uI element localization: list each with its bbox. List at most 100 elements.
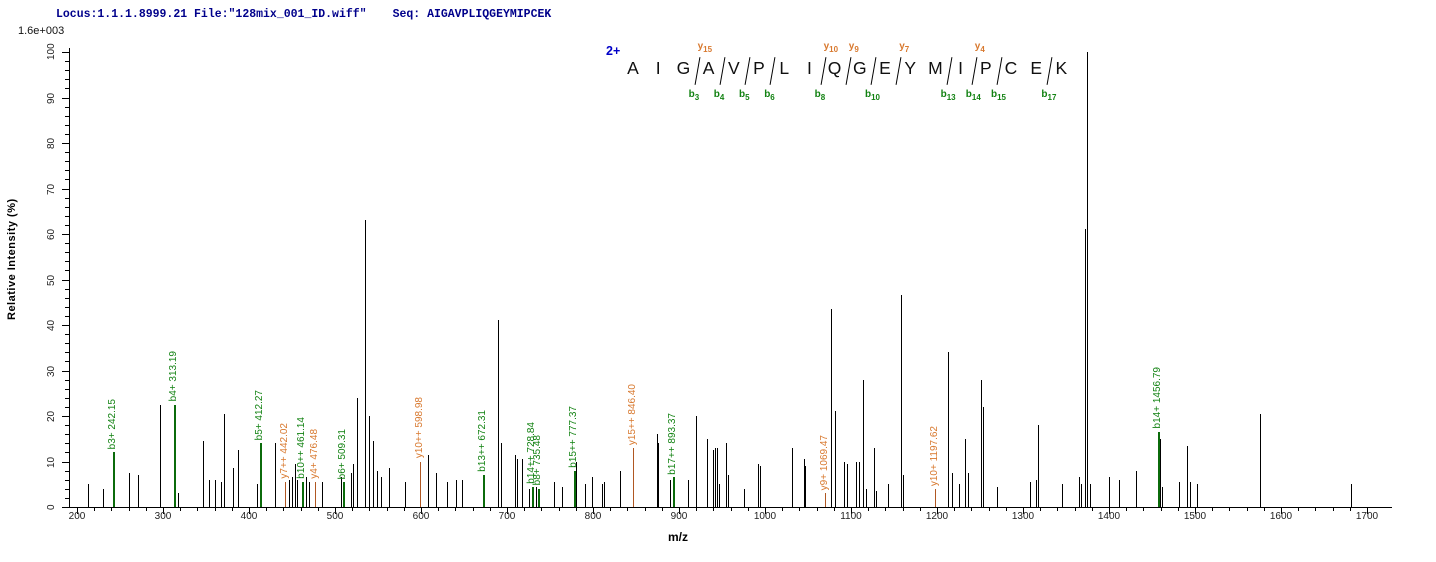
y-ion-peak-label: y10++ 598.98 <box>414 397 426 459</box>
peak-line <box>887 484 889 507</box>
y-ion-peak <box>824 493 826 507</box>
y-ion-annotation: y7 <box>899 41 910 54</box>
y-minor-tick <box>65 288 69 290</box>
x-minor-tick <box>747 507 749 511</box>
x-tick-label: 1400 <box>1097 511 1121 522</box>
y-ion-peak-label: y9+ 1069.47 <box>818 435 830 491</box>
y-minor-tick <box>65 224 69 226</box>
x-major-tick <box>249 507 250 514</box>
b-ion-peak-label: b15++ 777.37 <box>567 405 579 468</box>
locus-file-label: Locus:1.1.1.8999.21 File:"128mix_001_ID.… <box>56 8 367 21</box>
peak-line <box>1109 477 1110 507</box>
b-ion-peak-label: b10++ 461.14 <box>295 417 307 479</box>
y-axis-line <box>69 48 70 508</box>
x-tick-label: 1100 <box>840 511 862 522</box>
residue-letter: P <box>979 58 992 78</box>
peak-line <box>237 450 239 507</box>
peak-line <box>562 486 564 507</box>
peak-line <box>1086 52 1088 507</box>
x-minor-tick <box>1229 507 1231 511</box>
peak-line <box>791 447 793 507</box>
y-major-tick <box>62 279 69 281</box>
y-ion-annotation: y4 <box>974 41 985 54</box>
residue-letter: I <box>655 58 661 78</box>
x-major-tick <box>1281 507 1282 514</box>
peak-line <box>718 484 720 507</box>
y-minor-tick <box>65 206 69 208</box>
b-ion-annotation: b3 <box>688 89 700 102</box>
y-minor-tick <box>65 488 69 490</box>
x-minor-tick <box>1074 507 1076 511</box>
peak-line <box>844 461 846 507</box>
peak-line <box>856 461 858 507</box>
peak-line <box>514 454 516 507</box>
peak-line <box>209 479 211 507</box>
peak-line <box>224 413 226 507</box>
residue-letter: A <box>627 58 639 78</box>
peak-line <box>522 459 524 507</box>
peak-line <box>305 477 307 507</box>
y-minor-tick <box>65 252 69 254</box>
peak-line <box>1187 445 1189 507</box>
x-tick-label: 1200 <box>925 511 949 522</box>
y-major-tick <box>62 188 69 190</box>
x-major-tick <box>851 507 852 514</box>
residue-letter: Q <box>827 58 842 78</box>
x-minor-tick <box>145 507 147 511</box>
residue-letter: L <box>779 58 790 78</box>
y-ion-peak-label: y10+ 1197.62 <box>928 425 940 486</box>
x-minor-tick <box>816 507 818 511</box>
peak-line <box>874 447 876 507</box>
b-ion-annotation: b6 <box>764 89 775 102</box>
x-major-tick <box>679 507 680 514</box>
y-tick-label: 90 <box>46 91 57 104</box>
x-tick-label: 800 <box>584 511 602 522</box>
y-tick-label: 40 <box>46 319 57 331</box>
y-minor-tick <box>65 133 69 135</box>
residue-letter: C <box>1004 58 1018 78</box>
peak-line <box>726 443 728 507</box>
peak-line <box>1259 413 1261 507</box>
peak-line <box>1135 470 1137 507</box>
spectrum-header: Locus:1.1.1.8999.21 File:"128mix_001_ID.… <box>56 8 551 21</box>
peak-line <box>715 447 717 507</box>
x-minor-tick <box>1057 507 1059 511</box>
b-ion-annotation: b15 <box>991 89 1007 102</box>
peak-line <box>1350 484 1352 507</box>
peak-line <box>670 479 672 507</box>
y-axis-title: Relative Intensity (%) <box>6 198 18 320</box>
y-ion-annotation: y15 <box>697 41 713 54</box>
residue-letter: G <box>852 58 867 78</box>
x-minor-tick <box>971 507 973 511</box>
peak-line <box>1029 481 1031 507</box>
residue-letter: E <box>1030 58 1043 78</box>
b-ion-annotation: b4 <box>713 89 725 102</box>
x-minor-tick <box>558 507 560 511</box>
x-minor-tick <box>782 507 784 511</box>
x-minor-tick <box>1126 507 1128 511</box>
peak-line <box>1189 481 1191 507</box>
y-ion-annotation: y9 <box>848 41 859 54</box>
residue-letter: M <box>928 58 943 78</box>
peak-line <box>357 397 359 507</box>
x-minor-tick <box>1332 507 1334 511</box>
y-major-tick <box>62 416 69 417</box>
x-minor-tick <box>799 507 801 511</box>
y-minor-tick <box>65 388 69 390</box>
x-major-tick <box>1195 507 1196 514</box>
x-minor-tick <box>730 507 732 511</box>
peak-line <box>389 468 391 507</box>
peak-line <box>446 481 448 507</box>
x-major-tick <box>421 507 422 514</box>
peak-line <box>858 461 860 507</box>
y-major-tick <box>62 97 69 99</box>
y-minor-tick <box>65 352 69 354</box>
x-tick-label: 1500 <box>1183 511 1207 522</box>
y-ion-peak <box>632 447 634 507</box>
peak-line <box>716 447 718 507</box>
y-tick-label: 10 <box>46 455 57 468</box>
y-minor-tick <box>65 161 69 163</box>
peak-line <box>221 481 223 507</box>
peak-line <box>380 477 382 507</box>
y-minor-tick <box>65 79 69 81</box>
